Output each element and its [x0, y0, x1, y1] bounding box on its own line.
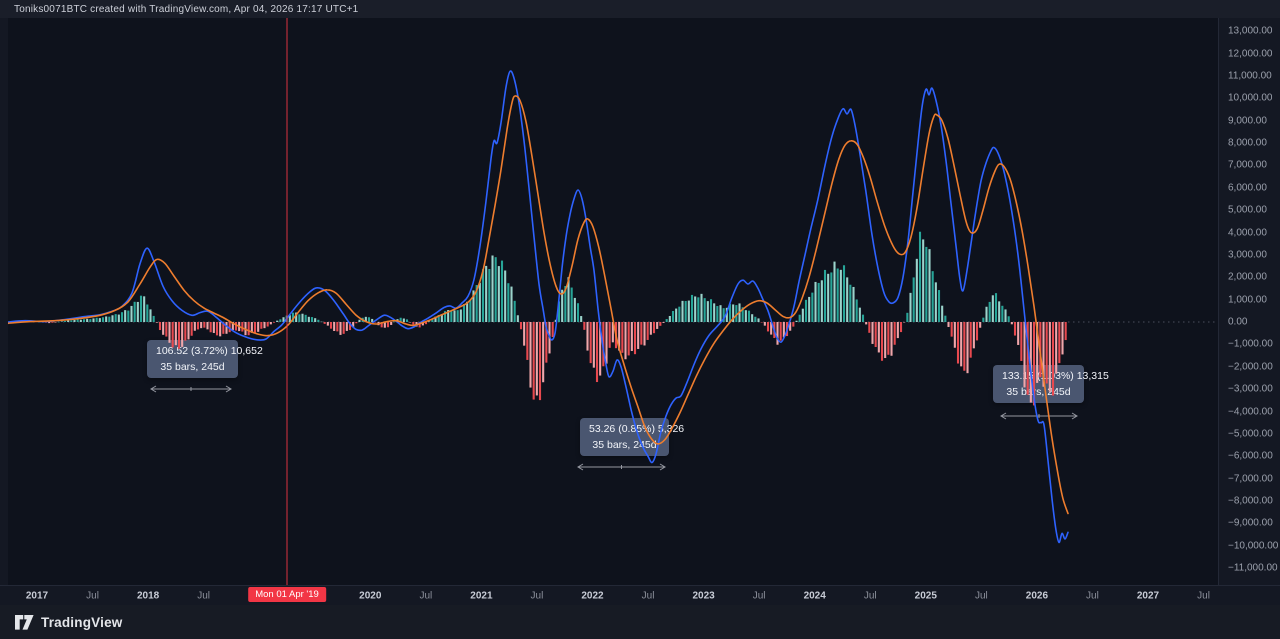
price-axis-label: 12,000.00	[1228, 48, 1273, 59]
price-axis[interactable]: 13,000.00 12,000.00 11,000.00 10,000.00 9,00…	[1218, 18, 1280, 585]
chart-attribution-title: Toniks0071BTC created with TradingView.c…	[14, 3, 359, 15]
price-axis-label: −10,000.00	[1228, 540, 1279, 552]
price-axis-label: 6,000.00	[1228, 182, 1267, 194]
time-axis-label: Jul	[197, 590, 211, 602]
time-axis-label: 2023	[692, 590, 715, 602]
price-axis-label: −3,000.00	[1228, 383, 1273, 395]
time-axis-label: 2027	[1136, 590, 1160, 602]
price-axis-label: 9,000.00	[1228, 115, 1267, 127]
time-axis-label: 2021	[470, 590, 493, 602]
price-axis-label: −11,000.00	[1228, 562, 1278, 574]
price-axis-label: 3,000.00	[1228, 249, 1267, 261]
price-axis-label: 13,000.00	[1228, 25, 1273, 37]
event-marker-badge[interactable]: Mon 01 Apr '19	[248, 587, 326, 602]
measure-tooltip[interactable]: 133.15 (1.03%) 13,315 35 bars, 245d	[993, 365, 1109, 403]
measure-tooltip-change: 106.52 (3.72%) 10,652	[156, 345, 263, 357]
measure-tooltip-range: 35 bars, 245d	[1006, 386, 1071, 398]
tradingview-wordmark: TradingView	[41, 614, 123, 630]
tradingview-logo[interactable]: TradingView	[15, 614, 123, 630]
time-axis-label: 2022	[581, 590, 604, 602]
price-axis-label: 8,000.00	[1228, 137, 1267, 149]
price-axis-label: −2,000.00	[1228, 361, 1273, 373]
price-axis-label: 4,000.00	[1228, 227, 1267, 238]
measure-range-arrow-icon[interactable]	[577, 458, 666, 476]
measure-range-arrow-icon[interactable]	[1000, 407, 1078, 425]
title-bar: Toniks0071BTC created with TradingView.c…	[0, 0, 1280, 18]
measure-range-arrow-icon[interactable]	[150, 380, 232, 398]
time-axis-label: Jul	[752, 590, 766, 602]
price-axis-label: 7,000.00	[1228, 159, 1267, 171]
tradingview-logo-icon	[15, 614, 34, 630]
price-axis-label: −6,000.00	[1228, 450, 1273, 462]
time-axis-label: Jul	[419, 590, 433, 602]
price-axis-label: −8,000.00	[1228, 495, 1273, 507]
price-axis-label: −9,000.00	[1228, 517, 1273, 529]
time-axis-label: Jul	[1086, 590, 1099, 602]
time-axis-label: Jul	[86, 590, 99, 602]
chart-pane[interactable]	[8, 18, 1218, 585]
measure-tooltip[interactable]: 106.52 (3.72%) 10,652 35 bars, 245d	[147, 340, 263, 378]
price-axis-label: −7,000.00	[1228, 473, 1273, 485]
price-axis-label: 0.00	[1228, 316, 1248, 328]
measure-tooltip-range: 35 bars, 245d	[592, 439, 657, 451]
time-axis-label: 2025	[914, 590, 937, 602]
time-axis-label: Jul	[641, 590, 655, 602]
time-axis-label: 2024	[803, 590, 826, 602]
price-axis-label: −1,000.00	[1228, 338, 1273, 350]
measure-tooltip-change: 53.26 (0.85%) 5,326	[589, 423, 685, 435]
time-axis-label: 2018	[136, 590, 160, 602]
time-axis-label: 2026	[1025, 590, 1049, 602]
time-axis[interactable]: 2017Jul2018Jul2019Jul2020Jul2021Jul2022J…	[0, 585, 1280, 606]
price-axis-label: 5,000.00	[1228, 204, 1267, 216]
measure-tooltip-range: 35 bars, 245d	[160, 361, 225, 373]
price-axis-label: 2,000.00	[1228, 271, 1267, 283]
measure-tooltip-change: 133.15 (1.03%) 13,315	[1002, 370, 1109, 382]
time-axis-label: Jul	[530, 590, 544, 602]
price-axis-label: −5,000.00	[1228, 428, 1273, 440]
time-axis-label: Jul	[863, 590, 877, 602]
time-axis-label: Jul	[1197, 590, 1210, 602]
price-axis-label: −4,000.00	[1228, 406, 1273, 417]
time-axis-label: Jul	[974, 590, 988, 602]
price-axis-label: 11,000.00	[1228, 70, 1272, 82]
price-axis-label: 10,000.00	[1228, 92, 1273, 104]
time-axis-label: 2020	[359, 590, 382, 602]
price-axis-label: 1,000.00	[1228, 294, 1267, 306]
time-axis-label: 2017	[25, 590, 49, 602]
footer-bar: TradingView	[0, 605, 1280, 639]
measure-tooltip[interactable]: 53.26 (0.85%) 5,326 35 bars, 245d	[580, 418, 685, 456]
